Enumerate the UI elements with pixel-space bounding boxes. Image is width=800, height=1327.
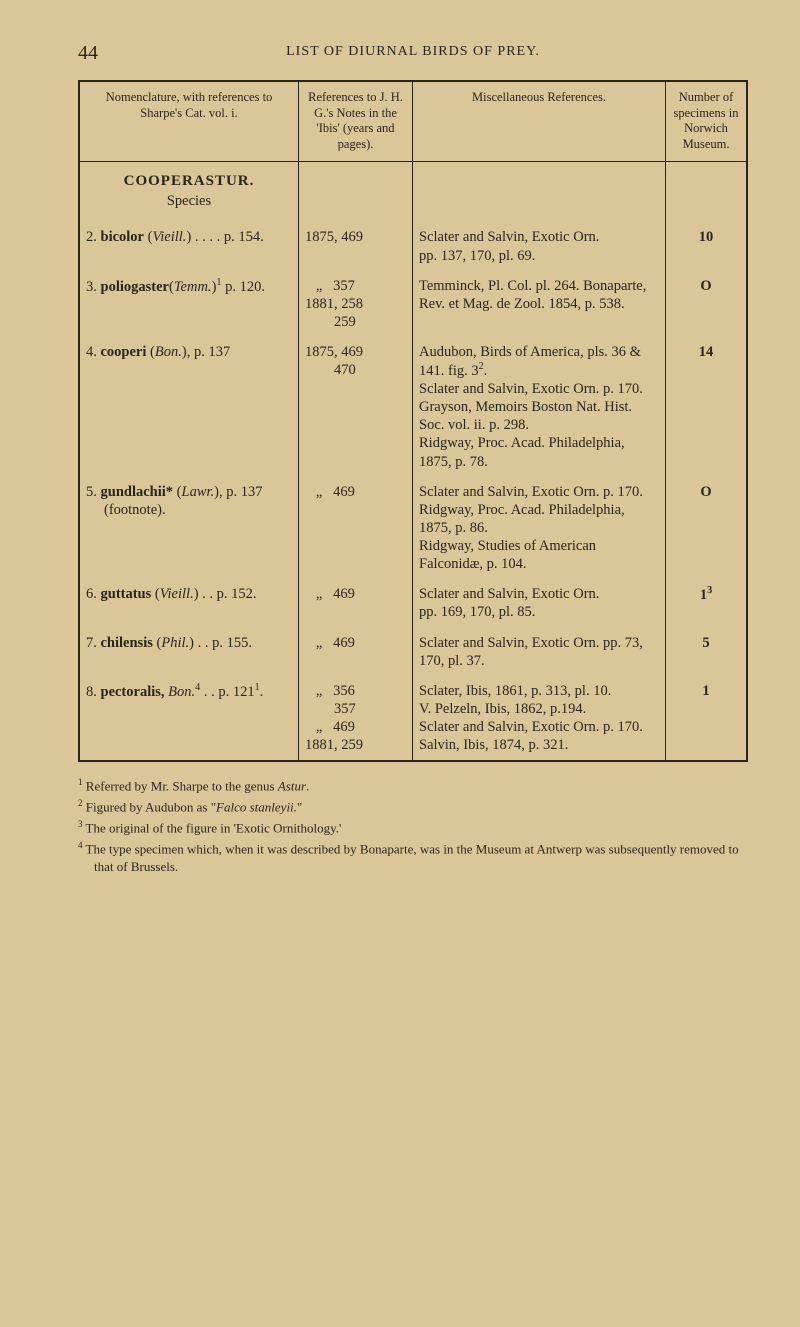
cell-specimen-count: O	[666, 477, 748, 580]
species-label: Species	[86, 192, 292, 210]
table-row: 2. bicolor (Vieill.) . . . . p. 154.1875…	[79, 222, 747, 270]
cell-references: „ 356 357 „ 469 1881, 259	[299, 676, 413, 762]
running-head: LIST OF DIURNAL BIRDS OF PREY.	[78, 44, 748, 60]
cell-specimen-count: 1	[666, 676, 748, 762]
genus-row: COOPERASTUR.Species	[79, 161, 747, 222]
header-row: Nomenclature, with references to Sharpe'…	[79, 81, 747, 161]
cell-nomenclature: 3. poliogaster(Temm.)1 p. 120.	[79, 271, 299, 337]
genus-cell: COOPERASTUR.Species	[79, 161, 299, 222]
footnote: 1 Referred by Mr. Sharpe to the genus As…	[78, 776, 748, 795]
cell-specimen-count: 13	[666, 579, 748, 627]
cell-miscellaneous: Sclater and Salvin, Exotic Orn. p. 170.R…	[413, 477, 666, 580]
cell-nomenclature: 6. guttatus (Vieill.) . . p. 152.	[79, 579, 299, 627]
cell-references: „ 469	[299, 579, 413, 627]
cell-miscellaneous: Audubon, Birds of America, pls. 36 & 141…	[413, 337, 666, 477]
table-row: 8. pectoralis, Bon.4 . . p. 1211. „ 356 …	[79, 676, 747, 762]
footnote: 3 The original of the figure in 'Exotic …	[78, 818, 748, 837]
footnotes: 1 Referred by Mr. Sharpe to the genus As…	[78, 776, 748, 875]
cell-references: 1875, 469	[299, 222, 413, 270]
cell-specimen-count: 5	[666, 628, 748, 676]
cell-specimen-count: 10	[666, 222, 748, 270]
footnote: 2 Figured by Audubon as "Falco stanleyii…	[78, 797, 748, 816]
col-header-references: References to J. H. G.'s Notes in the 'I…	[299, 81, 413, 161]
table-head: Nomenclature, with references to Sharpe'…	[79, 81, 747, 161]
table-body: COOPERASTUR.Species2. bicolor (Vieill.) …	[79, 161, 747, 761]
cell-nomenclature: 8. pectoralis, Bon.4 . . p. 1211.	[79, 676, 299, 762]
cell-nomenclature: 7. chilensis (Phil.) . . p. 155.	[79, 628, 299, 676]
cell-miscellaneous: Temminck, Pl. Col. pl. 264. Bonaparte, R…	[413, 271, 666, 337]
cell-miscellaneous: Sclater and Salvin, Exotic Orn. pp. 73, …	[413, 628, 666, 676]
table-row: 7. chilensis (Phil.) . . p. 155. „ 469Sc…	[79, 628, 747, 676]
cell-nomenclature: 4. cooperi (Bon.), p. 137	[79, 337, 299, 477]
table-row: 5. gundlachii* (Lawr.), p. 137 (footnote…	[79, 477, 747, 580]
cell-nomenclature: 2. bicolor (Vieill.) . . . . p. 154.	[79, 222, 299, 270]
cell-references: „ 357 1881, 258 259	[299, 271, 413, 337]
page-number: 44	[78, 42, 98, 65]
cell-miscellaneous: Sclater and Salvin, Exotic Orn. pp. 169,…	[413, 579, 666, 627]
table-row: 3. poliogaster(Temm.)1 p. 120. „ 357 188…	[79, 271, 747, 337]
col-header-miscellaneous: Miscellaneous References.	[413, 81, 666, 161]
cell-miscellaneous: Sclater, Ibis, 1861, p. 313, pl. 10.V. P…	[413, 676, 666, 762]
footnote: 4 The type specimen which, when it was d…	[78, 839, 748, 875]
species-table: Nomenclature, with references to Sharpe'…	[78, 80, 748, 762]
cell-miscellaneous: Sclater and Salvin, Exotic Orn. pp. 137,…	[413, 222, 666, 270]
col-header-nomenclature: Nomenclature, with references to Sharpe'…	[79, 81, 299, 161]
table-row: 6. guttatus (Vieill.) . . p. 152. „ 469S…	[79, 579, 747, 627]
col-header-number: Number of speci­mens in Norwich Museum.	[666, 81, 748, 161]
cell-specimen-count: O	[666, 271, 748, 337]
table-row: 4. cooperi (Bon.), p. 1371875, 469 470Au…	[79, 337, 747, 477]
page: 44 LIST OF DIURNAL BIRDS OF PREY. Nomenc…	[0, 0, 800, 1327]
cell-specimen-count: 14	[666, 337, 748, 477]
cell-references: 1875, 469 470	[299, 337, 413, 477]
cell-nomenclature: 5. gundlachii* (Lawr.), p. 137 (footnote…	[79, 477, 299, 580]
cell-references: „ 469	[299, 477, 413, 580]
cell-references: „ 469	[299, 628, 413, 676]
genus-name: COOPERASTUR.	[86, 172, 292, 191]
